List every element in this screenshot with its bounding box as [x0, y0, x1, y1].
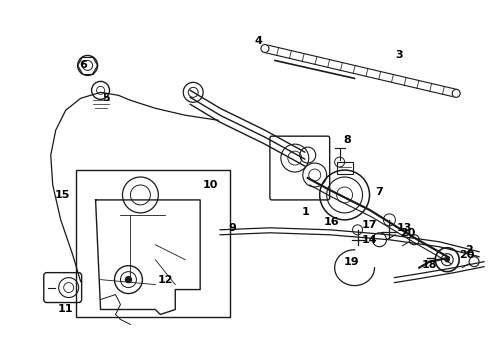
- Text: 6: 6: [80, 60, 87, 71]
- Text: 11: 11: [58, 305, 73, 315]
- Text: 10: 10: [202, 180, 217, 190]
- Text: 14: 14: [361, 235, 377, 245]
- Circle shape: [444, 258, 448, 262]
- Bar: [76, 170, 229, 318]
- Text: 19: 19: [343, 257, 359, 267]
- Text: 18: 18: [421, 260, 436, 270]
- Circle shape: [125, 276, 131, 283]
- Circle shape: [261, 45, 268, 53]
- Text: 20: 20: [399, 228, 414, 238]
- Text: 15: 15: [55, 190, 70, 200]
- Text: 20: 20: [459, 250, 474, 260]
- Circle shape: [451, 89, 459, 97]
- Text: 2: 2: [464, 245, 472, 255]
- Text: 9: 9: [227, 223, 236, 233]
- Text: 1: 1: [301, 207, 309, 217]
- Circle shape: [336, 187, 352, 203]
- Text: 13: 13: [396, 223, 411, 233]
- Bar: [336, 162, 352, 174]
- Text: 12: 12: [157, 275, 173, 285]
- Text: 5: 5: [102, 93, 109, 103]
- Text: 16: 16: [323, 217, 339, 227]
- Text: 8: 8: [343, 135, 351, 145]
- Text: 7: 7: [375, 187, 383, 197]
- Text: 17: 17: [361, 220, 377, 230]
- Text: 4: 4: [253, 36, 262, 46]
- Text: 3: 3: [395, 50, 403, 60]
